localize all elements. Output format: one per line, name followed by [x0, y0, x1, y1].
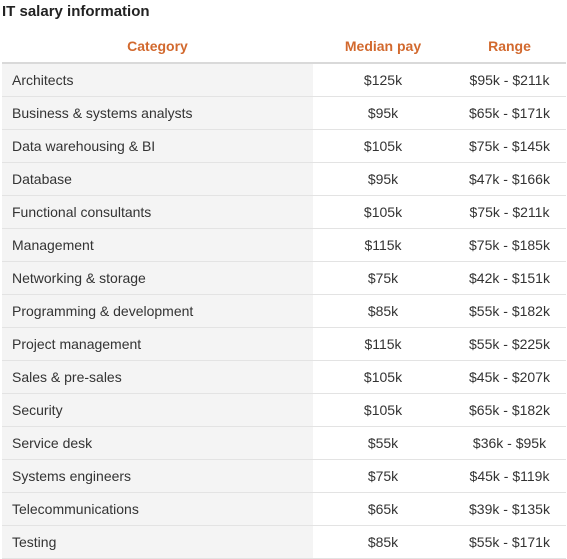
- table-row: Testing $85k $55k - $171k: [2, 525, 566, 559]
- category-cell: Project management: [2, 327, 313, 361]
- range-cell: $55k - $225k: [453, 327, 566, 361]
- median-pay-cell: $55k: [313, 426, 453, 460]
- table-row: Service desk $55k $36k - $95k: [2, 426, 566, 460]
- median-pay-cell: $95k: [313, 162, 453, 196]
- table-row: Management $115k $75k - $185k: [2, 228, 566, 262]
- table-header: Category Median pay Range: [2, 30, 566, 64]
- page-title: IT salary information: [2, 3, 150, 20]
- table-body: Architects $125k $95k - $211k Business &…: [2, 63, 566, 559]
- median-pay-cell: $105k: [313, 393, 453, 427]
- category-cell: Telecommunications: [2, 492, 313, 526]
- table-row: Architects $125k $95k - $211k: [2, 63, 566, 97]
- category-cell: Database: [2, 162, 313, 196]
- category-cell: Systems engineers: [2, 459, 313, 493]
- median-pay-cell: $105k: [313, 195, 453, 229]
- median-pay-cell: $85k: [313, 525, 453, 559]
- range-cell: $36k - $95k: [453, 426, 566, 460]
- median-pay-cell: $75k: [313, 459, 453, 493]
- range-cell: $45k - $207k: [453, 360, 566, 394]
- table-row: Data warehousing & BI $105k $75k - $145k: [2, 129, 566, 163]
- table-row: Systems engineers $75k $45k - $119k: [2, 459, 566, 493]
- table-row: Functional consultants $105k $75k - $211…: [2, 195, 566, 229]
- table-row: Networking & storage $75k $42k - $151k: [2, 261, 566, 295]
- category-cell: Business & systems analysts: [2, 96, 313, 130]
- median-pay-cell: $115k: [313, 327, 453, 361]
- category-cell: Service desk: [2, 426, 313, 460]
- table-row: Telecommunications $65k $39k - $135k: [2, 492, 566, 526]
- category-cell: Data warehousing & BI: [2, 129, 313, 163]
- median-pay-cell: $65k: [313, 492, 453, 526]
- range-cell: $65k - $182k: [453, 393, 566, 427]
- column-header-range: Range: [453, 30, 566, 64]
- range-cell: $55k - $171k: [453, 525, 566, 559]
- category-cell: Functional consultants: [2, 195, 313, 229]
- range-cell: $47k - $166k: [453, 162, 566, 196]
- range-cell: $45k - $119k: [453, 459, 566, 493]
- median-pay-cell: $105k: [313, 129, 453, 163]
- table-row: Project management $115k $55k - $225k: [2, 327, 566, 361]
- table-row: Programming & development $85k $55k - $1…: [2, 294, 566, 328]
- header-row: Category Median pay Range: [2, 30, 566, 64]
- median-pay-cell: $85k: [313, 294, 453, 328]
- category-cell: Architects: [2, 63, 313, 97]
- range-cell: $42k - $151k: [453, 261, 566, 295]
- category-cell: Security: [2, 393, 313, 427]
- table-row: Business & systems analysts $95k $65k - …: [2, 96, 566, 130]
- category-cell: Management: [2, 228, 313, 262]
- table-row: Database $95k $47k - $166k: [2, 162, 566, 196]
- median-pay-cell: $105k: [313, 360, 453, 394]
- table-row: Sales & pre-sales $105k $45k - $207k: [2, 360, 566, 394]
- category-cell: Testing: [2, 525, 313, 559]
- table-row: Security $105k $65k - $182k: [2, 393, 566, 427]
- category-cell: Sales & pre-sales: [2, 360, 313, 394]
- median-pay-cell: $115k: [313, 228, 453, 262]
- median-pay-cell: $125k: [313, 63, 453, 97]
- range-cell: $65k - $171k: [453, 96, 566, 130]
- median-pay-cell: $95k: [313, 96, 453, 130]
- range-cell: $75k - $211k: [453, 195, 566, 229]
- range-cell: $39k - $135k: [453, 492, 566, 526]
- salary-table: Category Median pay Range Architects $12…: [2, 30, 566, 559]
- range-cell: $55k - $182k: [453, 294, 566, 328]
- range-cell: $75k - $185k: [453, 228, 566, 262]
- column-header-category: Category: [2, 30, 313, 64]
- range-cell: $75k - $145k: [453, 129, 566, 163]
- range-cell: $95k - $211k: [453, 63, 566, 97]
- category-cell: Programming & development: [2, 294, 313, 328]
- column-header-median-pay: Median pay: [313, 30, 453, 64]
- median-pay-cell: $75k: [313, 261, 453, 295]
- category-cell: Networking & storage: [2, 261, 313, 295]
